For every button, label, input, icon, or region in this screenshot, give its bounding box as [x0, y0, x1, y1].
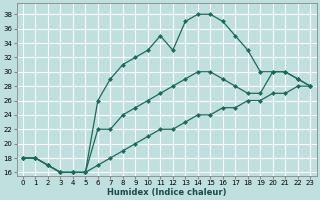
X-axis label: Humidex (Indice chaleur): Humidex (Indice chaleur) [107, 188, 226, 197]
